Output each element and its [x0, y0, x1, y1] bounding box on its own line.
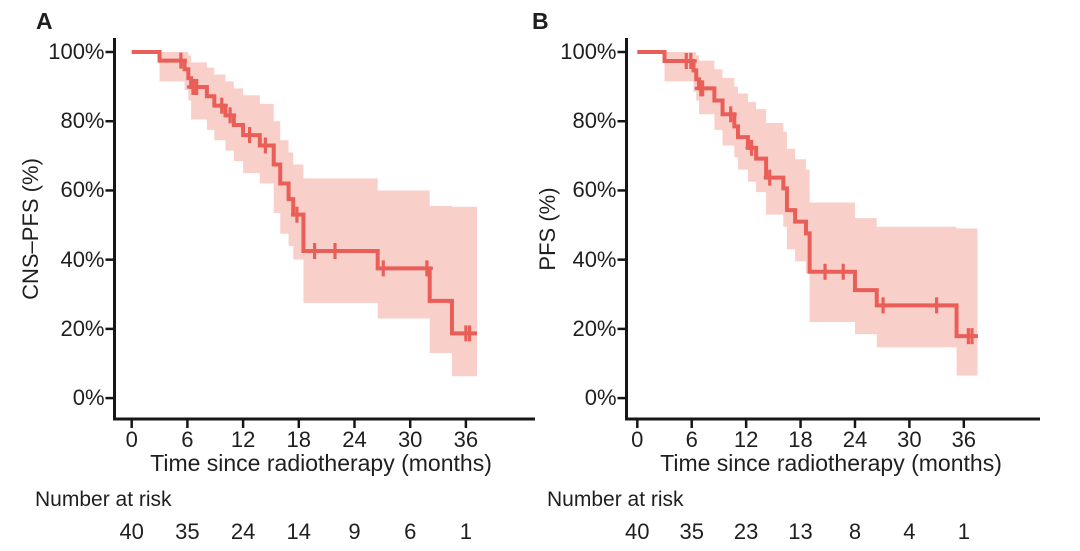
x-tick-label: 36 — [453, 427, 479, 452]
x-tick-label: 24 — [342, 427, 367, 452]
risk-number: 23 — [733, 519, 759, 544]
x-tick-label: 18 — [788, 427, 813, 452]
panel-b-letter: B — [532, 8, 549, 34]
x-tick-label: 0 — [125, 427, 138, 452]
risk-number: 6 — [404, 519, 417, 544]
risk-number: 14 — [286, 519, 312, 544]
y-tick-label: 20% — [572, 315, 617, 341]
x-tick-label: 18 — [286, 427, 312, 452]
y-tick-label: 80% — [60, 108, 105, 134]
panel-a-x-axis-title: Time since radiotherapy (months) — [150, 450, 492, 476]
x-tick-label: 36 — [951, 427, 977, 452]
y-tick-label: 100% — [48, 39, 105, 64]
y-tick-label: 60% — [572, 177, 617, 203]
risk-number: 40 — [119, 519, 144, 544]
x-tick-label: 30 — [897, 427, 922, 452]
panel-a-letter: A — [36, 8, 53, 34]
panel-b-km-curve — [637, 50, 978, 339]
x-tick-label: 6 — [181, 427, 194, 452]
risk-number: 35 — [175, 519, 200, 544]
y-tick-label: 40% — [572, 246, 617, 272]
x-tick-label: 12 — [230, 427, 256, 452]
risk-number: 1 — [459, 519, 472, 544]
x-tick-label: 30 — [397, 427, 423, 452]
risk-number: 9 — [348, 519, 361, 544]
y-tick-label: 40% — [60, 246, 105, 272]
x-tick-label: 24 — [842, 427, 868, 452]
x-tick-label: 6 — [685, 427, 698, 452]
risk-number: 13 — [788, 519, 813, 544]
risk-number: 35 — [679, 519, 704, 544]
x-tick-label: 12 — [733, 427, 759, 452]
x-tick-label: 0 — [631, 427, 644, 452]
y-tick-label: 0% — [72, 385, 105, 411]
panel-b-risk-table-title: Number at risk — [547, 488, 684, 511]
y-tick-label: 20% — [60, 315, 105, 341]
risk-number: 8 — [848, 519, 862, 544]
panel-a-confidence-band — [159, 52, 478, 377]
panel-a-risk-table-title: Number at risk — [35, 488, 172, 511]
y-tick-label: 60% — [60, 177, 105, 203]
risk-number: 4 — [903, 519, 916, 544]
risk-number: 40 — [625, 519, 650, 544]
y-tick-label: 100% — [560, 39, 617, 64]
risk-number: 1 — [957, 519, 970, 544]
y-tick-label: 0% — [584, 385, 617, 411]
panel-b-x-axis-title: Time since radiotherapy (months) — [660, 450, 1002, 476]
risk-number: 24 — [230, 519, 256, 544]
panel-b-confidence-band — [664, 52, 978, 376]
y-tick-label: 80% — [572, 108, 617, 134]
